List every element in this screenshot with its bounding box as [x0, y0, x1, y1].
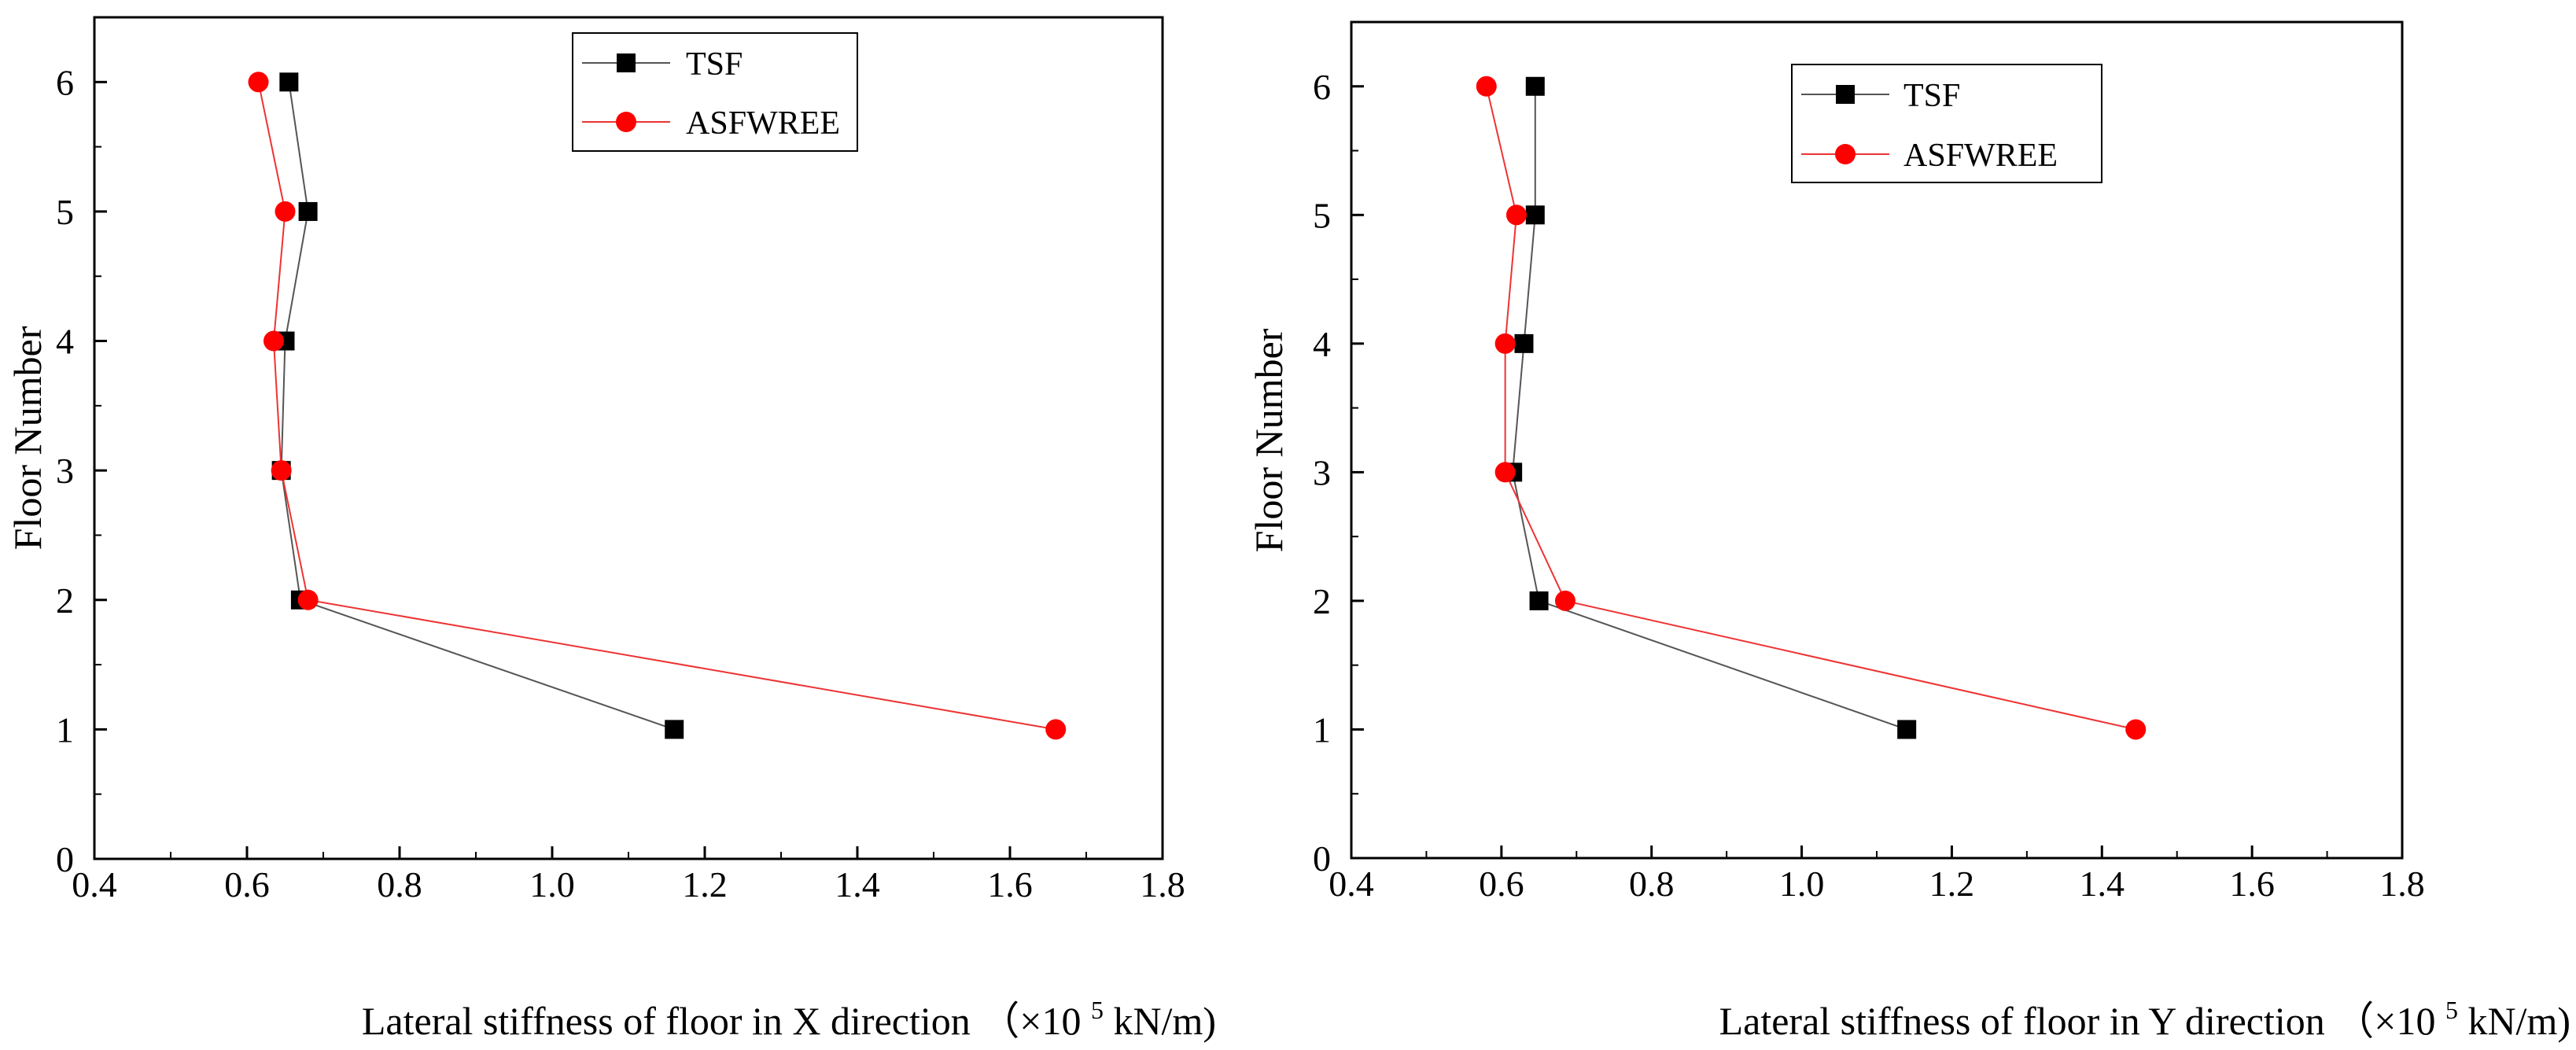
y-axis-title: Floor Number	[6, 326, 50, 550]
series-markers	[248, 72, 1067, 740]
x-axis-title-unit-suffix: kN/m)	[2467, 999, 2570, 1043]
x-tick-label: 0.8	[377, 864, 422, 904]
y-tick-label: 3	[1313, 452, 1331, 492]
data-point-tsf	[1529, 591, 1549, 610]
y-tick-label: 1	[56, 709, 74, 750]
y-tick-label: 2	[1313, 581, 1331, 621]
legend-label-tsf: TSF	[686, 46, 743, 83]
x-tick-label: 1.4	[835, 864, 880, 904]
data-point-asfwree	[271, 460, 292, 481]
data-point-asfwree	[1045, 719, 1067, 740]
y-axis-ticks: 0 1 2 3 4 5 6	[1313, 21, 1364, 879]
x-axis-title-unit-prefix: （×10	[980, 999, 1081, 1043]
x-axis-ticks: 0.4 0.6 0.8 1.0 1.2 1.4 1.6 1.8	[1329, 846, 2425, 904]
x-axis-title: Lateral stiffness of floor in X directio…	[362, 983, 1216, 1043]
data-point-asfwree	[297, 589, 319, 610]
x-axis-ticks: 0.4 0.6 0.8 1.0 1.2 1.4 1.6 1.8	[72, 846, 1185, 904]
series-line-tsf	[280, 82, 675, 731]
data-point-tsf	[279, 72, 299, 92]
data-point-tsf	[1514, 333, 1534, 353]
legend: TSF ASFWREE	[1791, 64, 2102, 183]
legend-marker-tsf	[1836, 85, 1855, 104]
legend-label-tsf: TSF	[1903, 78, 1960, 114]
y-tick-label: 0	[1313, 838, 1331, 879]
x-tick-label: 1.0	[529, 864, 575, 904]
x-tick-label: 0.6	[1479, 864, 1524, 904]
data-point-asfwree	[1476, 76, 1497, 97]
data-point-asfwree	[2125, 719, 2147, 740]
data-point-asfwree	[263, 330, 284, 352]
legend: TSF ASFWREE	[572, 32, 858, 152]
x-tick-label: 0.6	[224, 864, 270, 904]
series-lines	[257, 82, 1056, 731]
x-axis-title-main: Lateral stiffness of floor in X directio…	[362, 999, 971, 1043]
series-markers	[1476, 76, 2147, 740]
x-axis-title-unit-exp: 5	[1091, 996, 1104, 1024]
data-point-asfwree	[275, 201, 296, 222]
x-axis-title-unit-prefix: （×10	[2335, 999, 2435, 1043]
x-tick-label: 1.8	[2379, 864, 2425, 904]
series-lines	[1485, 86, 2136, 731]
y-tick-label: 1	[1313, 709, 1331, 750]
data-point-asfwree	[1554, 590, 1575, 611]
x-axis-title: Lateral stiffness of floor in Y directio…	[1719, 983, 2570, 1043]
data-point-tsf	[298, 201, 318, 221]
y-tick-label: 6	[56, 62, 74, 102]
x-tick-label: 1.2	[682, 864, 728, 904]
legend-marker-tsf	[617, 53, 636, 72]
data-point-tsf	[1897, 720, 1917, 739]
legend-label-asfwree: ASFWREE	[686, 105, 840, 142]
series-line-asfwree	[257, 82, 1056, 731]
x-tick-label: 1.6	[987, 864, 1033, 904]
y-tick-label: 2	[56, 580, 74, 621]
series-line-asfwree	[1485, 86, 2136, 731]
y-tick-label: 0	[56, 839, 74, 879]
data-point-asfwree	[1494, 333, 1516, 354]
data-point-asfwree	[1494, 462, 1516, 483]
x-tick-label: 1.4	[2080, 864, 2125, 904]
y-axis-ticks: 0 1 2 3 4 5 6	[56, 17, 107, 879]
legend-marker-asfwree	[616, 112, 636, 132]
x-axis-title-unit-exp: 5	[2445, 996, 2458, 1024]
data-point-tsf	[1525, 76, 1545, 96]
y-tick-label: 5	[1313, 195, 1331, 235]
chart-panel-y-direction: 0.4 0.6 0.8 1.0 1.2 1.4 1.6 1.8 0 1 2 3 4 5 6 TSF ASF…	[1247, 20, 2570, 1043]
x-tick-label: 0.4	[1329, 864, 1374, 904]
chart-panel-x-direction: 0.4 0.6 0.8 1.0 1.2 1.4 1.6 1.8 0 1 2 3 4 5 6 TSF ASF…	[6, 16, 1216, 1043]
data-point-asfwree	[248, 72, 269, 93]
y-tick-label: 4	[1313, 324, 1331, 364]
legend-box	[572, 32, 858, 152]
x-axis-title-unit-suffix: kN/m)	[1113, 999, 1216, 1043]
y-tick-label: 4	[56, 322, 74, 362]
x-tick-label: 1.2	[1929, 864, 1975, 904]
y-tick-label: 5	[56, 192, 74, 232]
x-tick-label: 0.4	[72, 864, 117, 904]
x-tick-label: 1.8	[1140, 864, 1185, 904]
legend-label-asfwree: ASFWREE	[1903, 138, 2058, 174]
data-point-tsf	[1525, 205, 1545, 225]
data-point-tsf	[665, 720, 684, 739]
y-axis-title: Floor Number	[1247, 328, 1291, 552]
y-tick-label: 3	[56, 451, 74, 491]
y-tick-label: 6	[1313, 67, 1331, 107]
legend-marker-asfwree	[1835, 144, 1856, 164]
x-tick-label: 1.0	[1779, 864, 1825, 904]
x-tick-label: 0.8	[1629, 864, 1675, 904]
series-line-tsf	[1512, 86, 1907, 731]
x-tick-label: 1.6	[2229, 864, 2275, 904]
x-axis-title-main: Lateral stiffness of floor in Y directio…	[1719, 999, 2325, 1043]
data-point-asfwree	[1505, 204, 1527, 226]
